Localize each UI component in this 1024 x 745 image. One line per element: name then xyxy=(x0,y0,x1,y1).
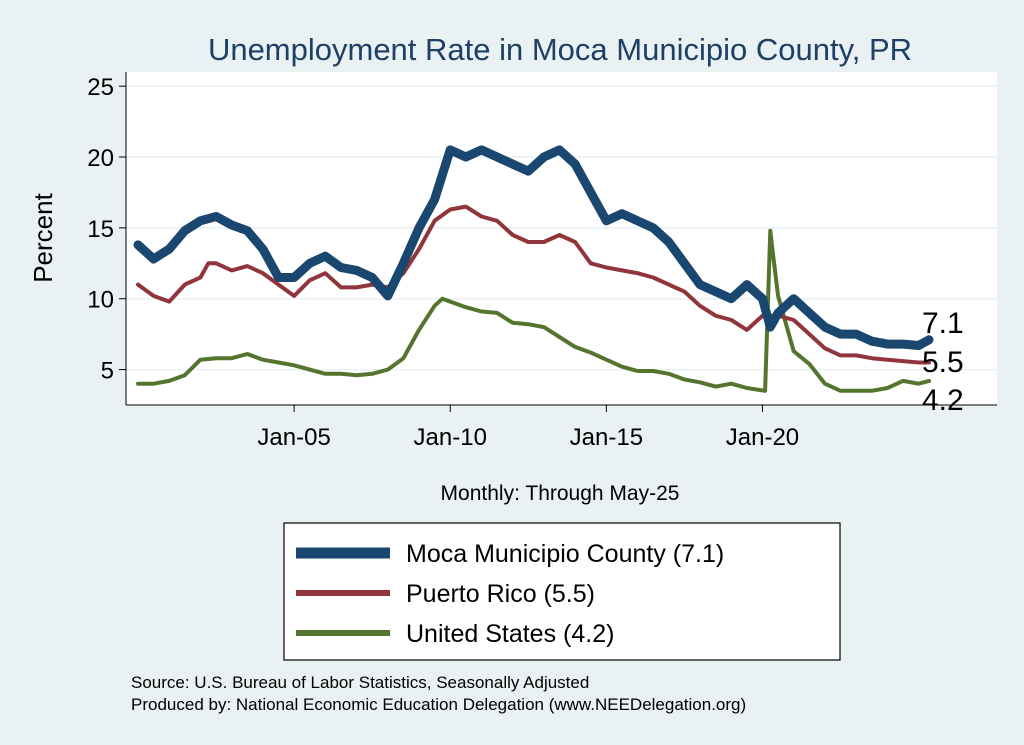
legend: Moca Municipio County (7.1) Puerto Rico (… xyxy=(296,540,724,648)
x-axis-ticks: Jan-05 Jan-10 Jan-15 Jan-20 xyxy=(257,405,799,451)
x-tick-label: Jan-15 xyxy=(570,424,643,451)
y-axis-title: Percent xyxy=(28,192,58,282)
y-tick-label: 10 xyxy=(87,287,114,314)
series-line xyxy=(133,145,934,350)
y-tick-label: 20 xyxy=(87,145,114,172)
series-lines xyxy=(133,145,934,393)
x-tick-label: Jan-20 xyxy=(726,424,799,451)
legend-label: Moca Municipio County (7.1) xyxy=(406,540,724,568)
end-value-labels: 7.1 5.5 4.2 xyxy=(922,307,964,417)
y-tick-label: 5 xyxy=(101,358,114,385)
chart-title: Unemployment Rate in Moca Municipio Coun… xyxy=(208,32,912,67)
series-line xyxy=(136,228,931,393)
end-value-label: 5.5 xyxy=(922,346,964,379)
y-tick-label: 25 xyxy=(87,74,114,101)
y-axis-ticks: 5 10 15 20 25 xyxy=(87,74,126,385)
x-tick-label: Jan-05 xyxy=(257,424,330,451)
y-tick-label: 15 xyxy=(87,216,114,243)
series-line xyxy=(136,204,931,365)
plot-area xyxy=(126,72,997,405)
legend-label: United States (4.2) xyxy=(406,620,614,648)
end-value-label: 7.1 xyxy=(922,307,964,340)
x-axis-subtitle: Monthly: Through May-25 xyxy=(441,482,680,505)
legend-label: Puerto Rico (5.5) xyxy=(406,580,595,608)
gridlines xyxy=(126,85,997,371)
source-note: Source: U.S. Bureau of Labor Statistics,… xyxy=(131,673,589,692)
produced-by-note: Produced by: National Economic Education… xyxy=(131,695,746,714)
end-value-label: 4.2 xyxy=(922,384,964,417)
x-tick-label: Jan-10 xyxy=(414,424,487,451)
